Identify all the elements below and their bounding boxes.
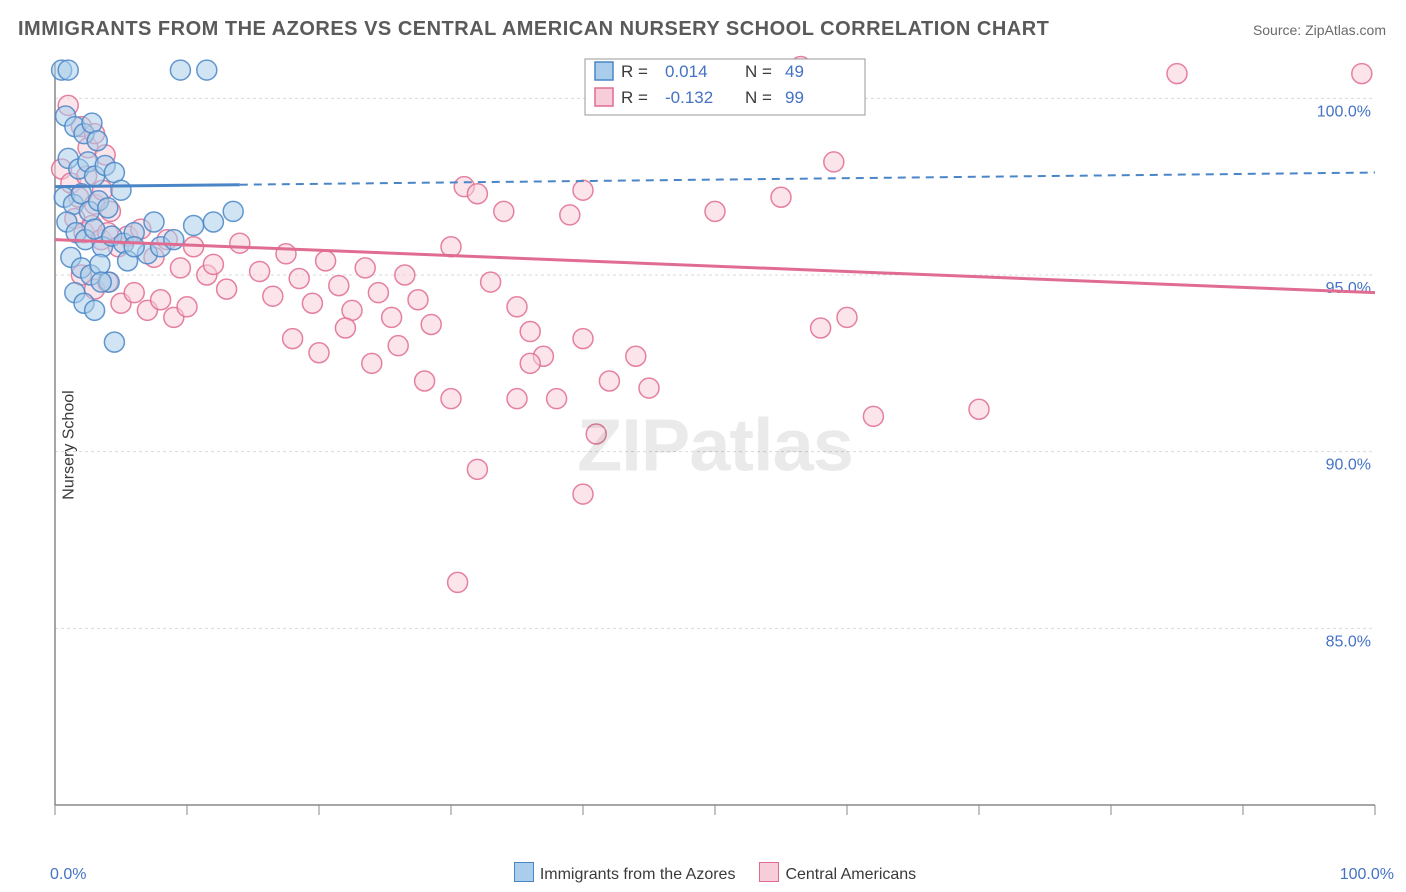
svg-text:R =: R = xyxy=(621,88,648,107)
scatter-point xyxy=(811,318,831,338)
scatter-point xyxy=(395,265,415,285)
footer-legend-swatch xyxy=(759,862,779,882)
scatter-point xyxy=(283,329,303,349)
svg-text:0.014: 0.014 xyxy=(665,62,708,81)
scatter-point xyxy=(573,484,593,504)
scatter-point xyxy=(837,307,857,327)
scatter-point xyxy=(388,336,408,356)
scatter-point xyxy=(82,113,102,133)
scatter-point xyxy=(362,353,382,373)
scatter-point xyxy=(560,205,580,225)
scatter-point xyxy=(276,244,296,264)
scatter-point xyxy=(329,276,349,296)
scatter-point xyxy=(87,131,107,151)
chart-svg: 85.0% 90.0% 95.0% 100.0% R = 0.014 N = 49 R = -0.… xyxy=(45,55,1385,835)
scatter-point xyxy=(309,343,329,363)
scatter-point xyxy=(520,322,540,342)
scatter-point xyxy=(151,290,171,310)
scatter-point xyxy=(421,314,441,334)
scatter-point xyxy=(382,307,402,327)
scatter-point xyxy=(467,459,487,479)
footer-legend: Immigrants from the Azores Central Americ… xyxy=(0,862,1406,884)
y-axis-label: Nursery School xyxy=(61,390,79,499)
scatter-point xyxy=(164,230,184,250)
scatter-point xyxy=(1352,64,1372,84)
scatter-point xyxy=(467,184,487,204)
scatter-point xyxy=(184,216,204,236)
scatter-point xyxy=(573,180,593,200)
svg-text:R =: R = xyxy=(621,62,648,81)
scatter-point xyxy=(494,201,514,221)
scatter-point xyxy=(170,60,190,80)
svg-text:N =: N = xyxy=(745,88,772,107)
scatter-point xyxy=(111,180,131,200)
scatter-point xyxy=(408,290,428,310)
source-label: Source: ZipAtlas.com xyxy=(1253,22,1386,38)
scatter-point xyxy=(863,406,883,426)
scatter-point xyxy=(223,201,243,221)
legend-swatch xyxy=(595,88,613,106)
scatter-point xyxy=(335,318,355,338)
scatter-point xyxy=(217,279,237,299)
scatter-point xyxy=(639,378,659,398)
svg-text:N =: N = xyxy=(745,62,772,81)
svg-text:95.0%: 95.0% xyxy=(1326,280,1371,297)
scatter-point xyxy=(771,187,791,207)
scatter-point xyxy=(85,300,105,320)
scatter-point xyxy=(203,212,223,232)
legend-swatch xyxy=(595,62,613,80)
svg-text:49: 49 xyxy=(785,62,804,81)
scatter-point xyxy=(520,353,540,373)
scatter-point xyxy=(98,198,118,218)
trend-line xyxy=(55,185,240,187)
scatter-point xyxy=(104,332,124,352)
scatter-point xyxy=(626,346,646,366)
scatter-point xyxy=(969,399,989,419)
scatter-point xyxy=(705,201,725,221)
scatter-point xyxy=(302,293,322,313)
scatter-point xyxy=(316,251,336,271)
scatter-point xyxy=(507,389,527,409)
svg-text:90.0%: 90.0% xyxy=(1326,457,1371,474)
scatter-point xyxy=(124,237,144,257)
scatter-point xyxy=(599,371,619,391)
scatter-point xyxy=(1167,64,1187,84)
footer-legend-label: Immigrants from the Azores xyxy=(540,866,736,883)
scatter-point xyxy=(144,212,164,232)
chart-area: Nursery School 85.0% 90.0% 95.0% 100.0% R = 0… xyxy=(45,55,1385,835)
scatter-point xyxy=(289,269,309,289)
scatter-point xyxy=(177,297,197,317)
footer-legend-label: Central Americans xyxy=(785,866,916,883)
scatter-point xyxy=(586,424,606,444)
chart-title: IMMIGRANTS FROM THE AZORES VS CENTRAL AM… xyxy=(18,18,1049,41)
scatter-point xyxy=(481,272,501,292)
scatter-point xyxy=(250,261,270,281)
svg-text:99: 99 xyxy=(785,88,804,107)
scatter-point xyxy=(507,297,527,317)
scatter-point xyxy=(368,283,388,303)
scatter-point xyxy=(547,389,567,409)
scatter-point xyxy=(415,371,435,391)
scatter-point xyxy=(58,60,78,80)
scatter-point xyxy=(263,286,283,306)
scatter-point xyxy=(170,258,190,278)
scatter-point xyxy=(91,272,111,292)
svg-text:100.0%: 100.0% xyxy=(1317,103,1371,120)
footer-legend-swatch xyxy=(514,862,534,882)
scatter-point xyxy=(573,329,593,349)
scatter-point xyxy=(230,233,250,253)
scatter-point xyxy=(824,152,844,172)
scatter-point xyxy=(441,389,461,409)
scatter-point xyxy=(441,237,461,257)
svg-text:85.0%: 85.0% xyxy=(1326,633,1371,650)
scatter-point xyxy=(203,254,223,274)
scatter-point xyxy=(355,258,375,278)
scatter-point xyxy=(124,283,144,303)
scatter-point xyxy=(448,572,468,592)
scatter-point xyxy=(197,60,217,80)
svg-text:-0.132: -0.132 xyxy=(665,88,713,107)
